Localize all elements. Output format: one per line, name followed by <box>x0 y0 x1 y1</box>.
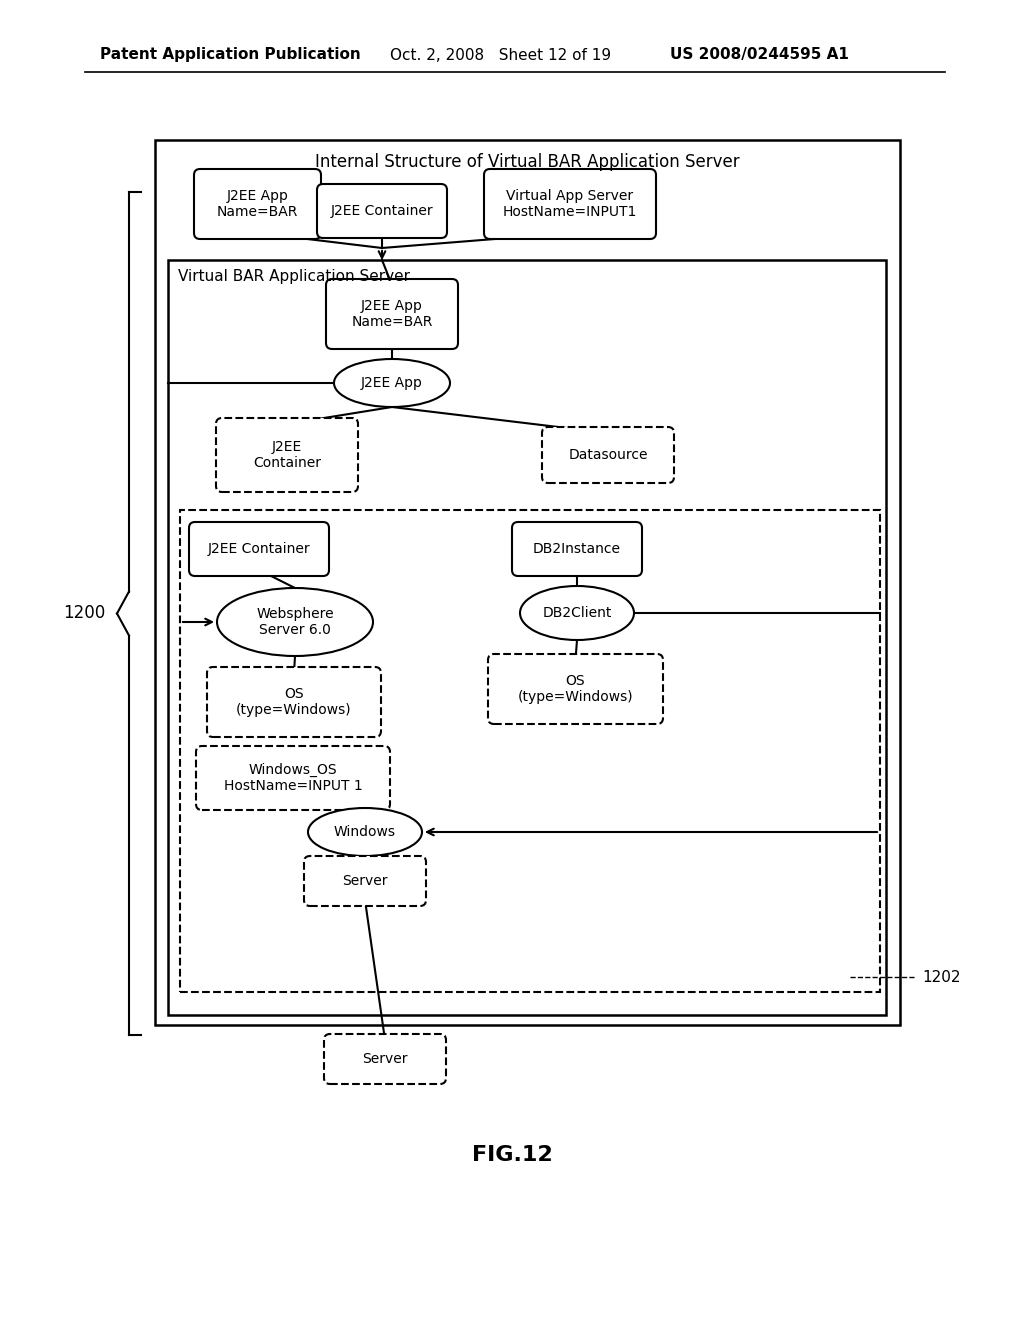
Text: Windows_OS
HostName=INPUT 1: Windows_OS HostName=INPUT 1 <box>223 763 362 793</box>
Text: Oct. 2, 2008   Sheet 12 of 19: Oct. 2, 2008 Sheet 12 of 19 <box>390 48 611 62</box>
FancyBboxPatch shape <box>194 169 321 239</box>
Text: J2EE Container: J2EE Container <box>331 205 433 218</box>
Text: Patent Application Publication: Patent Application Publication <box>100 48 360 62</box>
FancyBboxPatch shape <box>542 426 674 483</box>
Text: J2EE
Container: J2EE Container <box>253 440 321 470</box>
Text: Virtual BAR Application Server: Virtual BAR Application Server <box>178 269 410 285</box>
Text: Server: Server <box>362 1052 408 1067</box>
Ellipse shape <box>520 586 634 640</box>
Ellipse shape <box>308 808 422 855</box>
FancyBboxPatch shape <box>326 279 458 348</box>
FancyBboxPatch shape <box>317 183 447 238</box>
Text: J2EE Container: J2EE Container <box>208 543 310 556</box>
Text: 1202: 1202 <box>922 969 961 985</box>
FancyBboxPatch shape <box>196 746 390 810</box>
Text: OS
(type=Windows): OS (type=Windows) <box>518 675 633 704</box>
FancyBboxPatch shape <box>488 653 663 723</box>
FancyBboxPatch shape <box>207 667 381 737</box>
Ellipse shape <box>334 359 450 407</box>
Text: Datasource: Datasource <box>568 447 648 462</box>
Text: J2EE App
Name=BAR: J2EE App Name=BAR <box>351 298 433 329</box>
Text: US 2008/0244595 A1: US 2008/0244595 A1 <box>670 48 849 62</box>
FancyBboxPatch shape <box>324 1034 446 1084</box>
FancyBboxPatch shape <box>484 169 656 239</box>
Text: Websphere
Server 6.0: Websphere Server 6.0 <box>256 607 334 638</box>
Text: Internal Structure of Virtual BAR Application Server: Internal Structure of Virtual BAR Applic… <box>315 153 739 172</box>
FancyBboxPatch shape <box>304 855 426 906</box>
Text: FIG.12: FIG.12 <box>472 1144 552 1166</box>
FancyBboxPatch shape <box>216 418 358 492</box>
Text: DB2Client: DB2Client <box>543 606 611 620</box>
Text: Virtual App Server
HostName=INPUT1: Virtual App Server HostName=INPUT1 <box>503 189 637 219</box>
Bar <box>168 260 886 1015</box>
Text: Server: Server <box>342 874 388 888</box>
Text: Windows: Windows <box>334 825 396 840</box>
Bar <box>180 510 880 993</box>
Text: J2EE App: J2EE App <box>361 376 423 389</box>
FancyBboxPatch shape <box>189 521 329 576</box>
Text: DB2Instance: DB2Instance <box>534 543 621 556</box>
Ellipse shape <box>217 587 373 656</box>
FancyBboxPatch shape <box>512 521 642 576</box>
Bar <box>155 140 900 1026</box>
Text: OS
(type=Windows): OS (type=Windows) <box>237 686 352 717</box>
Text: J2EE App
Name=BAR: J2EE App Name=BAR <box>217 189 298 219</box>
Text: 1200: 1200 <box>62 605 105 623</box>
